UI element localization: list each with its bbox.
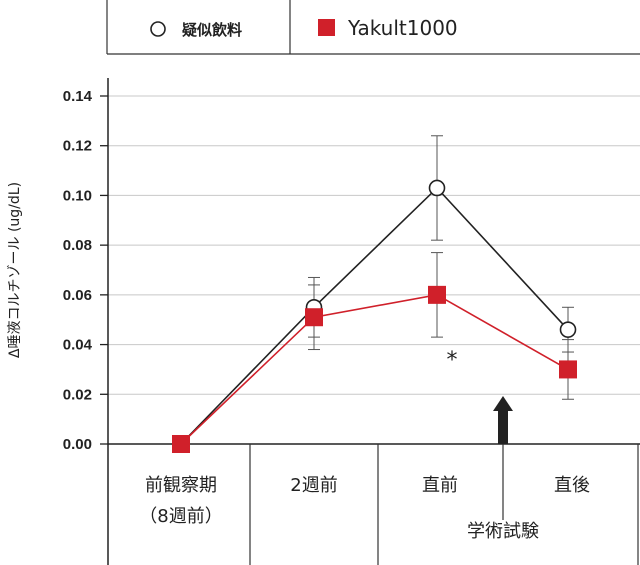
legend-marker-placebo (150, 21, 166, 37)
gridlines (100, 95, 640, 445)
category-label: 直後 (554, 475, 590, 496)
legend: 疑似飲料 Yakult1000 (106, 0, 640, 55)
category-label: 2週前 (290, 475, 337, 496)
y-tick-labels: 0.00 0.02 0.04 0.06 0.08 0.10 0.12 0.14 (63, 88, 93, 453)
plot-area: * (172, 135, 577, 453)
category-label: 直前 (422, 475, 458, 496)
arrow-shaft (498, 410, 508, 444)
series-line-placebo (180, 186, 569, 445)
category-labels: 前観察期 （8週前） 2週前 直前 直後 (139, 475, 590, 527)
category-label: 前観察期 (145, 475, 217, 496)
data-point-yakult (428, 285, 446, 304)
arrow-head (493, 396, 513, 411)
y-tick-label: 0.08 (63, 237, 92, 254)
y-tick-label: 0.02 (63, 386, 92, 403)
y-tick-label: 0.06 (63, 287, 92, 304)
legend-label-placebo: 疑似飲料 (182, 21, 242, 39)
data-point-placebo (428, 179, 446, 197)
exam-arrow (493, 396, 513, 444)
legend-label-yakult: Yakult1000 (347, 16, 458, 40)
data-point-yakult (172, 435, 190, 453)
y-tick-label: 0.14 (63, 88, 93, 105)
data-point-yakult (305, 308, 323, 327)
y-tick-label: 0.10 (63, 187, 92, 204)
y-tick-label: 0.12 (63, 138, 92, 155)
data-point-placebo (559, 321, 577, 338)
significance-annotation: * (447, 348, 458, 373)
legend-marker-yakult (318, 19, 335, 36)
group-label: 学術試験 (467, 521, 539, 542)
y-tick-label: 0.00 (63, 436, 92, 453)
series-line-yakult (180, 294, 569, 445)
y-tick-label: 0.04 (63, 337, 93, 354)
data-point-yakult (559, 360, 577, 379)
y-axis-label: Δ唾液コルチゾール (ug/dL) (7, 182, 23, 358)
category-label: （8週前） (139, 506, 222, 527)
category-dividers (249, 444, 639, 565)
